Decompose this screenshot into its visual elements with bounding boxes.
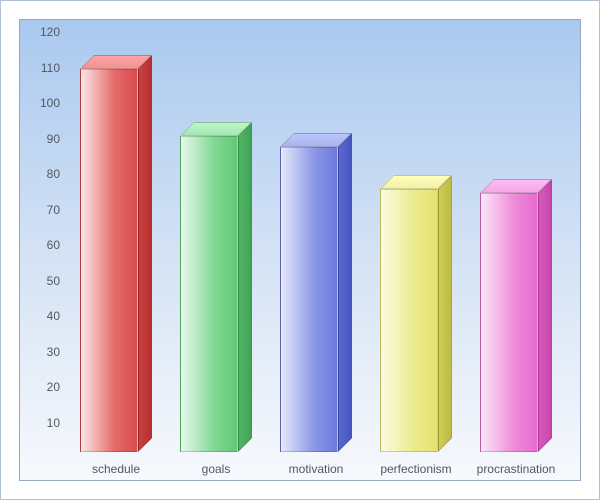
bar-side (338, 133, 352, 452)
bar (80, 69, 138, 452)
y-tick-label: 50 (47, 274, 60, 288)
x-axis: schedule goals motivation perfectionism proc… (66, 456, 566, 476)
plot-area (66, 26, 566, 452)
y-axis: 10 20 30 40 50 60 70 80 90 100 110 120 (20, 20, 64, 480)
y-tick-label: 70 (47, 203, 60, 217)
bar (280, 147, 338, 452)
y-tick-label: 60 (47, 238, 60, 252)
bar-front (280, 147, 338, 452)
bar-front (380, 189, 438, 452)
y-tick-label: 90 (47, 132, 60, 146)
y-tick-label: 80 (47, 167, 60, 181)
y-tick-label: 110 (41, 61, 60, 75)
bar-side (438, 175, 452, 452)
chart-canvas: 10 20 30 40 50 60 70 80 90 100 110 120 schedule goal… (19, 19, 581, 481)
bars-layer (66, 26, 566, 452)
bar-side (138, 55, 152, 452)
y-tick-label: 10 (47, 416, 60, 430)
y-tick-label: 20 (47, 380, 60, 394)
chart-frame: 10 20 30 40 50 60 70 80 90 100 110 120 schedule goal… (0, 0, 600, 500)
bar (480, 193, 538, 452)
y-tick-label: 40 (47, 309, 60, 323)
bar-side (538, 179, 552, 452)
x-tick-label: procrastination (477, 462, 556, 476)
y-tick-label: 100 (40, 96, 60, 110)
bar (380, 189, 438, 452)
x-tick-label: perfectionism (380, 462, 451, 476)
bar-front (480, 193, 538, 452)
x-tick-label: goals (202, 462, 231, 476)
y-tick-label: 120 (40, 25, 60, 39)
bar-side (238, 122, 252, 452)
x-tick-label: schedule (92, 462, 140, 476)
y-tick-label: 30 (47, 345, 60, 359)
bar-front (80, 69, 138, 452)
bar (180, 136, 238, 452)
bar-front (180, 136, 238, 452)
x-tick-label: motivation (289, 462, 344, 476)
